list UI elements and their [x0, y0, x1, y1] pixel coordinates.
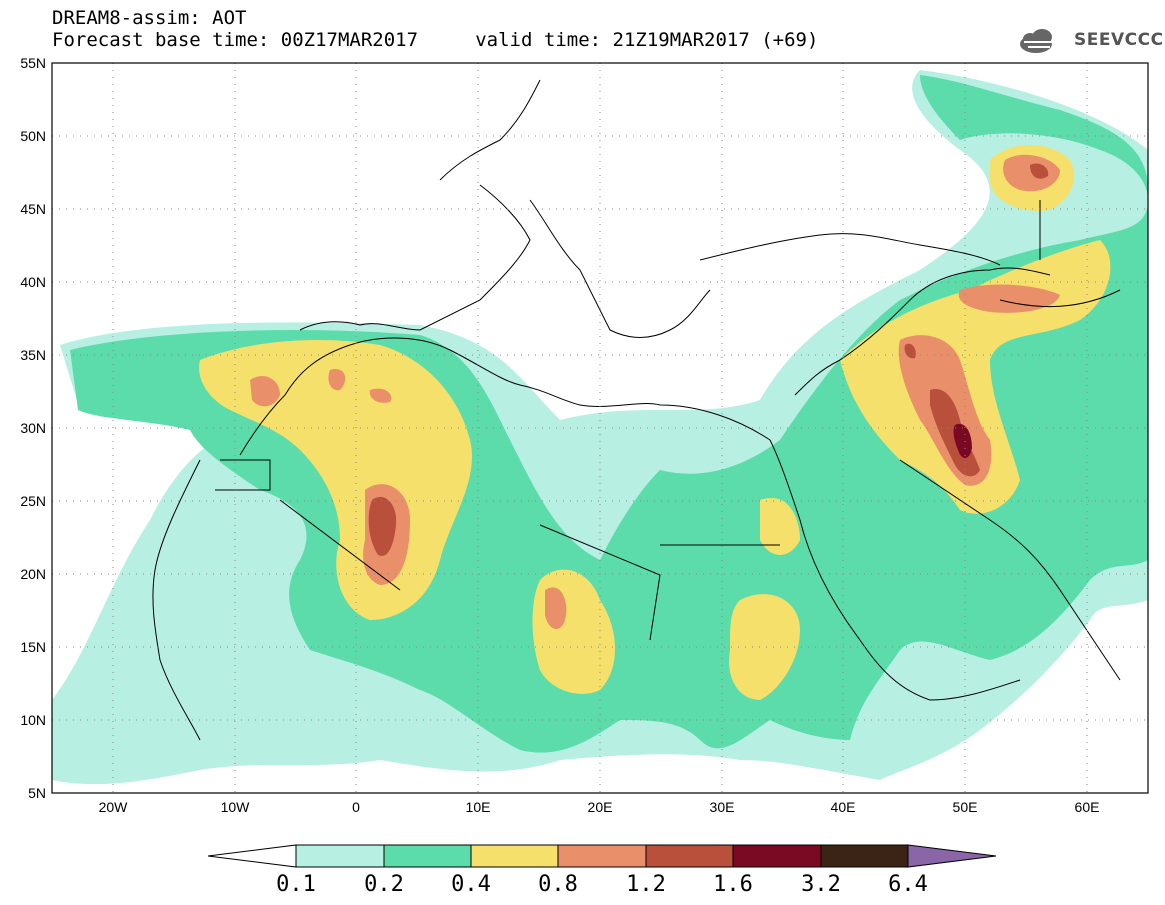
- colorbar-label: 6.4: [888, 872, 928, 897]
- lat-label: 40N: [20, 274, 46, 290]
- lon-label: 10W: [221, 799, 251, 815]
- colorbar-high-arrow: [907, 844, 997, 868]
- colorbar-label: 1.2: [626, 872, 666, 897]
- lon-label: 20E: [588, 799, 613, 815]
- lat-label: 45N: [20, 201, 46, 217]
- colorbar-segment: [557, 844, 647, 868]
- lon-label: 10E: [466, 799, 491, 815]
- colorbar-segment: [470, 844, 559, 868]
- colorbar-label: 0.2: [364, 872, 404, 897]
- lat-label: 35N: [20, 347, 46, 363]
- colorbar-label: 0.1: [276, 872, 316, 897]
- lon-label: 0: [352, 799, 360, 815]
- colorbar-label: 0.8: [538, 872, 578, 897]
- lat-label: 55N: [20, 55, 46, 71]
- lat-label: 50N: [20, 128, 46, 144]
- colorbar-segment: [732, 844, 822, 868]
- lon-label: 30E: [710, 799, 735, 815]
- colorbar-low-arrow: [207, 844, 297, 868]
- map-title: DREAM8-assim: AOT: [52, 7, 247, 29]
- lon-label: 20W: [99, 799, 129, 815]
- lon-axis: 20W 10W 0 10E 20E 30E 40E 50E 60E: [99, 799, 1100, 815]
- lat-label: 10N: [20, 712, 46, 728]
- graticule: [52, 63, 1148, 793]
- forecast-times: Forecast base time: 00Z17MAR2017 valid t…: [52, 29, 819, 51]
- colorbar-label: 0.4: [451, 872, 491, 897]
- lat-label: 20N: [20, 566, 46, 582]
- colorbar-segment: [383, 844, 472, 868]
- cloud-logo-icon: [1020, 29, 1054, 53]
- lat-label: 25N: [20, 493, 46, 509]
- colorbar-segment: [295, 844, 385, 868]
- lat-label: 15N: [20, 639, 46, 655]
- colorbar-label: 3.2: [801, 872, 841, 897]
- lon-label: 40E: [831, 799, 856, 815]
- map-frame: [51, 62, 1149, 794]
- lon-label: 60E: [1075, 799, 1100, 815]
- colorbar-segment: [820, 844, 909, 868]
- coastlines: [152, 79, 1121, 741]
- lat-axis: 55N 50N 45N 40N 35N 30N 25N 20N 15N 10N …: [20, 55, 46, 801]
- lat-label: 30N: [20, 420, 46, 436]
- colorbar-label: 1.6: [713, 872, 753, 897]
- colorbar: [207, 844, 997, 868]
- colorbar-segment: [645, 844, 734, 868]
- logo-text: SEEVCCC: [1074, 30, 1164, 50]
- lon-label: 50E: [953, 799, 978, 815]
- lat-label: 5N: [28, 785, 46, 801]
